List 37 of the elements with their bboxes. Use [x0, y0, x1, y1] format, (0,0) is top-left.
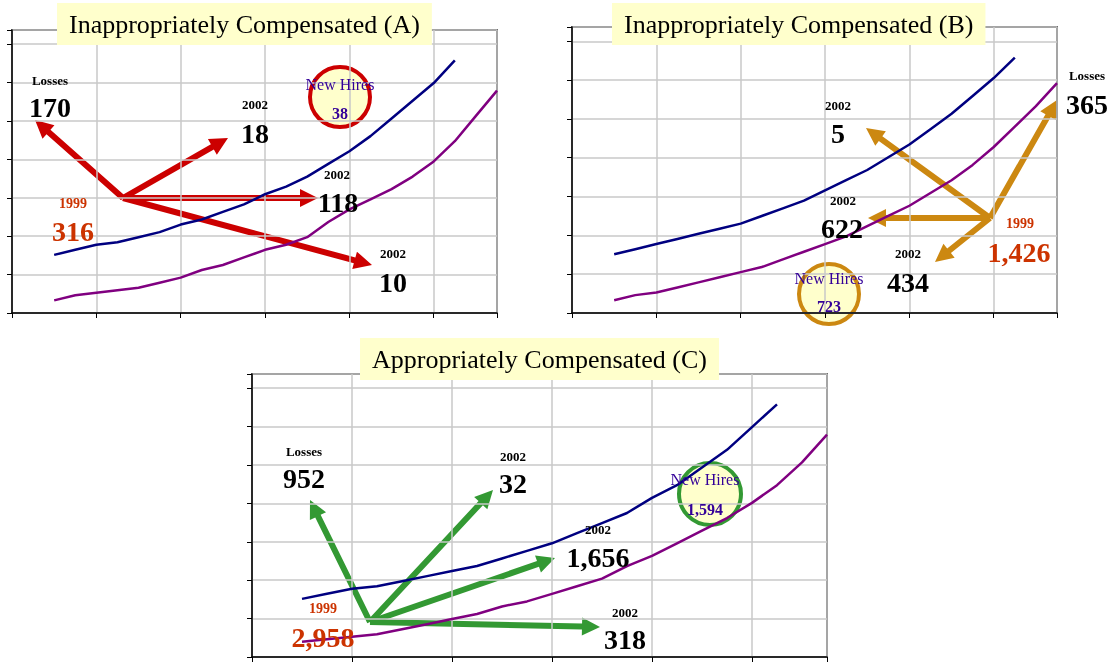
- annotation: New Hires: [794, 269, 864, 287]
- annotation: 1999: [1006, 215, 1034, 231]
- annotation: 2002: [324, 166, 350, 182]
- annotation: 2002: [500, 448, 526, 464]
- annotation: 952: [283, 462, 325, 494]
- annotation: 5: [831, 117, 845, 149]
- annotation: 2002: [830, 192, 856, 208]
- annotation: 316: [52, 215, 94, 247]
- annotation: Losses: [31, 72, 69, 88]
- annotation: 2002: [585, 521, 611, 537]
- annotation: 434: [887, 266, 929, 298]
- chart-title: Appropriately Compensated (C): [372, 344, 708, 374]
- annotation: 2002: [825, 97, 851, 113]
- annotation: 118: [317, 186, 359, 218]
- annotation: 1,656: [566, 541, 630, 573]
- annotation: 1,426: [987, 236, 1051, 268]
- annotation: 622: [821, 212, 863, 244]
- annotation: 10: [379, 266, 407, 298]
- chart-title: Inappropriately Compensated (B): [624, 9, 974, 39]
- annotation: 1999: [59, 195, 87, 211]
- annotation: 32: [499, 467, 527, 499]
- annotation: Losses: [285, 443, 323, 459]
- annotation: 1999: [309, 600, 337, 616]
- annotation: 18: [241, 117, 269, 149]
- annotation: 38: [332, 104, 348, 122]
- text: 365: [1066, 88, 1108, 120]
- annotation: 318: [604, 623, 646, 655]
- annotation: 2002: [612, 604, 638, 620]
- annotation: 1,594: [687, 500, 723, 518]
- annotation: 723: [817, 297, 841, 315]
- text: Losses: [1068, 67, 1106, 83]
- annotation: New Hires: [305, 75, 375, 93]
- annotation: 2002: [895, 245, 921, 261]
- annotation: 170: [29, 91, 71, 123]
- annotation: 2002: [380, 245, 406, 261]
- annotation: 2002: [242, 96, 268, 112]
- chart-title: Inappropriately Compensated (A): [69, 9, 420, 39]
